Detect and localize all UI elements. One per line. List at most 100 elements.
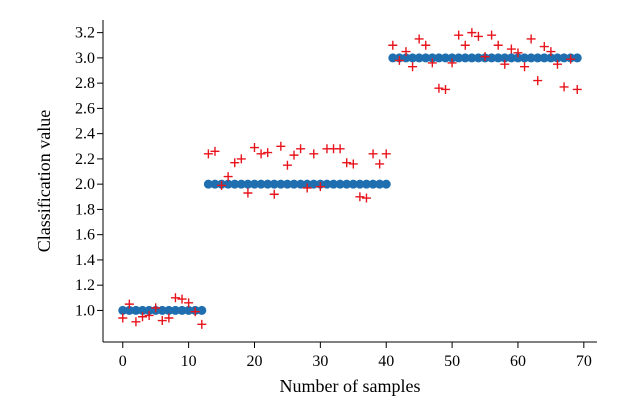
predicted-point [131, 317, 141, 327]
actual-point [447, 53, 457, 63]
predicted-point [493, 40, 503, 50]
predicted-point [197, 319, 207, 329]
predicted-point [190, 307, 200, 317]
predicted-point [467, 28, 477, 38]
actual-point [493, 53, 503, 63]
y-tick-label: 2.2 [75, 151, 95, 168]
predicted-point [526, 34, 536, 44]
x-tick-label: 40 [378, 353, 394, 370]
actual-point [520, 53, 530, 63]
y-tick-label: 3.2 [75, 25, 95, 42]
predicted-series [118, 28, 582, 329]
y-tick-label: 2.4 [75, 126, 95, 143]
predicted-point [572, 84, 582, 94]
actual-point [348, 179, 358, 189]
predicted-point [177, 294, 187, 304]
predicted-point [249, 143, 259, 153]
predicted-point [480, 52, 490, 62]
actual-point [533, 53, 543, 63]
predicted-point [401, 47, 411, 57]
actual-point [375, 179, 385, 189]
actual-point [276, 179, 286, 189]
predicted-point [184, 298, 194, 308]
x-tick-label: 20 [246, 353, 262, 370]
actual-point [282, 179, 292, 189]
x-tick-label: 30 [312, 353, 328, 370]
predicted-point [276, 141, 286, 151]
actual-point [296, 179, 306, 189]
predicted-point [309, 149, 319, 159]
actual-point [559, 53, 569, 63]
predicted-point [539, 42, 549, 52]
actual-point [467, 53, 477, 63]
actual-point [572, 53, 582, 63]
predicted-point [118, 313, 128, 323]
predicted-point [302, 183, 312, 193]
actual-point [223, 179, 233, 189]
actual-point [526, 53, 536, 63]
predicted-point [144, 310, 154, 320]
actual-point [414, 53, 424, 63]
predicted-point [500, 59, 510, 69]
x-tick-label: 50 [444, 353, 460, 370]
y-tick-label: 1.0 [75, 302, 95, 319]
predicted-point [447, 58, 457, 68]
predicted-point [375, 159, 385, 169]
predicted-point [388, 40, 398, 50]
predicted-point [566, 54, 576, 64]
predicted-point [170, 293, 180, 303]
y-axis-ticks: 1.0 1.2 1.4 1.6 1.8 2.0 2.2 2.4 2.6 2.8 3.0 3.2 [75, 25, 103, 319]
predicted-point [559, 82, 569, 92]
y-tick-label: 1.8 [75, 201, 95, 218]
x-axis-label: Number of samples [280, 376, 421, 396]
actual-point [184, 305, 194, 315]
y-tick-label: 1.4 [75, 252, 95, 269]
x-tick-label: 10 [181, 353, 197, 370]
predicted-point [223, 172, 233, 182]
actual-point [177, 305, 187, 315]
predicted-point [546, 47, 556, 57]
predicted-point [269, 189, 279, 199]
predicted-point [487, 30, 497, 40]
actual-point [473, 53, 483, 63]
actual-point [263, 179, 273, 189]
predicted-point [210, 146, 220, 156]
predicted-point [414, 34, 424, 44]
actual-point [170, 305, 180, 315]
actual-point [164, 305, 174, 315]
predicted-point [217, 180, 227, 190]
actual-point [546, 53, 556, 63]
predicted-point [203, 149, 213, 159]
actual-point [131, 305, 141, 315]
y-tick-label: 2.6 [75, 100, 95, 117]
actual-point [539, 53, 549, 63]
actual-point [434, 53, 444, 63]
predicted-point [427, 58, 437, 68]
actual-point [249, 179, 259, 189]
predicted-point [454, 30, 464, 40]
y-tick-label: 1.6 [75, 227, 95, 244]
actual-point [256, 179, 266, 189]
actual-point [513, 53, 523, 63]
actual-point [197, 305, 207, 315]
actual-point [230, 179, 240, 189]
actual-point [289, 179, 299, 189]
actual-point [441, 53, 451, 63]
actual-point [454, 53, 464, 63]
actual-point [243, 179, 253, 189]
predicted-point [296, 144, 306, 154]
actual-point [408, 53, 418, 63]
predicted-point [355, 192, 365, 202]
actual-point [381, 179, 391, 189]
predicted-point [473, 31, 483, 41]
predicted-point [441, 84, 451, 94]
predicted-point [520, 62, 530, 72]
predicted-point [348, 159, 358, 169]
actual-point [421, 53, 431, 63]
predicted-point [460, 40, 470, 50]
actual-point [487, 53, 497, 63]
actual-point [203, 179, 213, 189]
predicted-point [533, 76, 543, 86]
predicted-point [552, 59, 562, 69]
